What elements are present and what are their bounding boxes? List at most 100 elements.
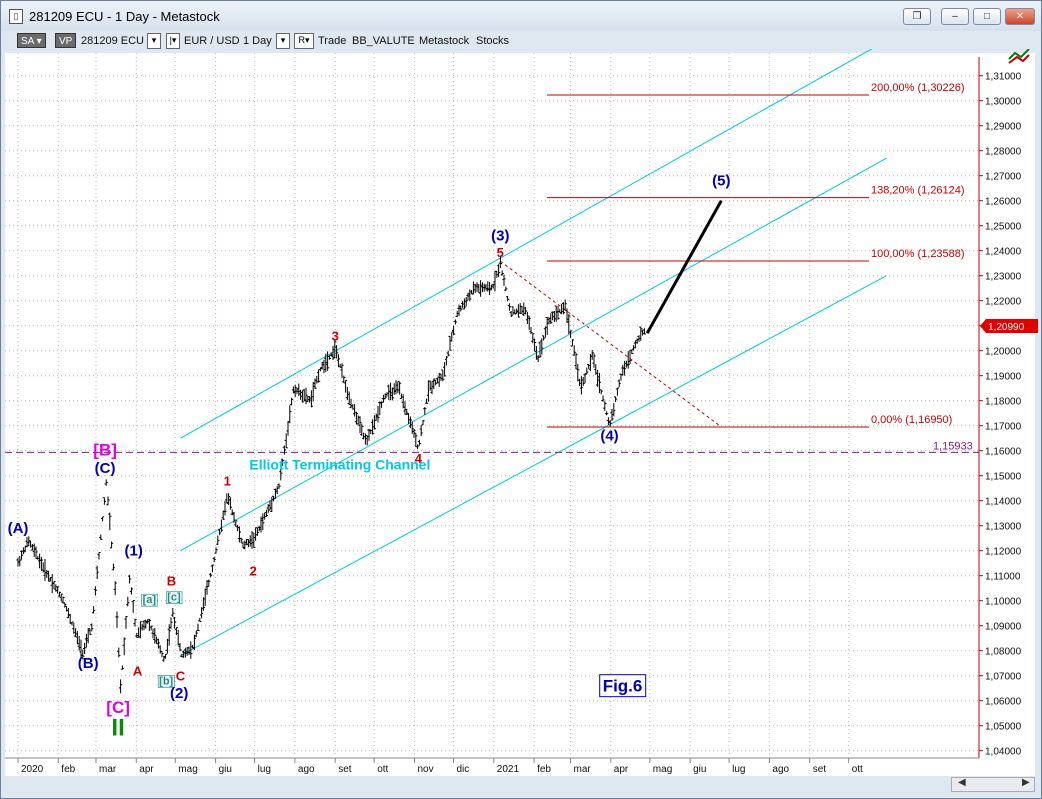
price-chart[interactable]: 1,04000 1,05000 1,06000 1,07000 1,08000 1,090… — [1, 49, 1042, 777]
price-bar — [527, 315, 531, 330]
price-bar — [383, 393, 387, 400]
fib-level-label: 138,20% (1,26124) — [871, 185, 965, 197]
price-bar — [615, 387, 619, 396]
wave-label-box — [157, 675, 175, 688]
x-tick-label: set — [813, 764, 827, 775]
price-bar — [135, 632, 139, 638]
price-bar — [92, 606, 96, 614]
fib-level-label: 100,00% (1,23588) — [871, 248, 965, 260]
y-tick-label: 1,06000 — [985, 697, 1022, 708]
drawing-tool-icon[interactable] — [1008, 49, 1030, 64]
price-bar — [448, 335, 452, 351]
instrument-icon[interactable]: |▾ — [166, 33, 180, 49]
price-bar — [504, 286, 508, 291]
price-bar — [104, 479, 108, 486]
price-bar — [529, 327, 533, 335]
x-tick-label: dic — [457, 764, 470, 775]
price-bar — [459, 305, 463, 312]
price-bar — [614, 396, 618, 403]
x-tick-label: feb — [61, 764, 75, 775]
price-bar — [342, 375, 346, 384]
price-bar — [533, 338, 537, 352]
price-bar — [277, 483, 281, 489]
price-bar — [414, 432, 418, 448]
wave-label: [b] — [159, 675, 173, 687]
price-bar — [507, 303, 511, 311]
wave-label: (C) — [95, 460, 116, 477]
y-tick-label: 1,17000 — [985, 422, 1022, 433]
fib-level-label: 200,00% (1,30226) — [871, 82, 965, 94]
wave-label: [B] — [93, 441, 117, 460]
price-bar — [642, 328, 646, 335]
price-bar — [234, 520, 238, 527]
price-bar — [216, 535, 220, 546]
price-bar — [167, 624, 171, 646]
price-bar — [174, 627, 178, 636]
horizontal-scrollbar[interactable]: ◀ ▶ — [951, 777, 1035, 792]
price-bar — [210, 564, 214, 573]
price-bar — [288, 405, 292, 424]
price-bar — [129, 587, 133, 595]
scroll-right-icon[interactable]: ▶ — [1022, 777, 1030, 788]
price-bar — [169, 617, 173, 629]
symbol-label: 281209 ECU — [81, 35, 144, 47]
price-bar — [567, 314, 571, 335]
price-bar — [531, 333, 535, 344]
price-bar — [178, 642, 182, 652]
chart-toolbar: SA ▾ VP 281209 ECU ▾ |▾ EUR / USD 1 Day … — [11, 31, 1033, 51]
scroll-left-icon[interactable]: ◀ — [958, 777, 966, 788]
price-bar — [626, 351, 630, 369]
price-bar — [396, 381, 400, 394]
y-tick-label: 1,10000 — [985, 597, 1022, 608]
y-tick-label: 1,25000 — [985, 222, 1022, 233]
r-dropdown[interactable]: R▾ — [294, 33, 314, 49]
minimize-icon[interactable]: – — [941, 8, 969, 25]
price-bar — [122, 637, 126, 656]
price-bar — [549, 313, 553, 325]
trade-label[interactable]: Trade — [318, 35, 347, 47]
price-bar — [592, 353, 596, 368]
y-tick-label: 1,30000 — [985, 97, 1022, 108]
price-bar — [344, 379, 348, 393]
price-bar — [452, 325, 456, 336]
price-bar — [570, 339, 574, 347]
plot-area — [5, 53, 979, 758]
symbol-dropdown[interactable]: ▾ — [147, 33, 161, 49]
price-bar — [212, 556, 216, 563]
price-bar — [81, 649, 85, 660]
price-bar — [110, 541, 114, 549]
price-bar — [160, 651, 164, 658]
price-bar — [52, 581, 56, 589]
instrument-label: EUR / USD — [184, 35, 240, 47]
price-bar — [18, 555, 22, 567]
price-bar — [576, 363, 580, 382]
wave-label: (4) — [600, 428, 618, 445]
price-bar — [250, 531, 254, 549]
price-bar — [232, 511, 236, 524]
price-bar — [538, 341, 542, 358]
price-bar — [443, 362, 447, 377]
title-bar[interactable]: ▯ 281209 ECU - 1 Day - Metastock ❐ – □ ✕ — [1, 1, 1041, 31]
y-tick-label: 1,14000 — [985, 497, 1022, 508]
x-tick-label: giu — [693, 764, 706, 775]
sa-button[interactable]: SA ▾ — [17, 33, 46, 48]
wave-label: (B) — [78, 655, 99, 672]
restore-icon[interactable]: ❐ — [903, 8, 931, 25]
price-bar — [376, 406, 380, 423]
price-bar — [569, 330, 573, 339]
maximize-icon[interactable]: □ — [973, 8, 1001, 25]
price-bar — [410, 421, 414, 434]
wave-label-box — [165, 591, 183, 605]
price-bar — [599, 389, 603, 395]
x-tick-label: 2021 — [497, 764, 520, 775]
price-bar — [498, 255, 502, 268]
price-bar — [282, 445, 286, 455]
vp-button[interactable]: VP — [55, 33, 77, 48]
period-dropdown[interactable]: ▾ — [276, 33, 290, 49]
close-icon[interactable]: ✕ — [1005, 8, 1035, 25]
price-bar — [502, 274, 506, 286]
price-bar — [90, 623, 94, 632]
price-bar — [221, 510, 225, 521]
price-bar — [101, 516, 105, 522]
grid — [5, 53, 979, 758]
